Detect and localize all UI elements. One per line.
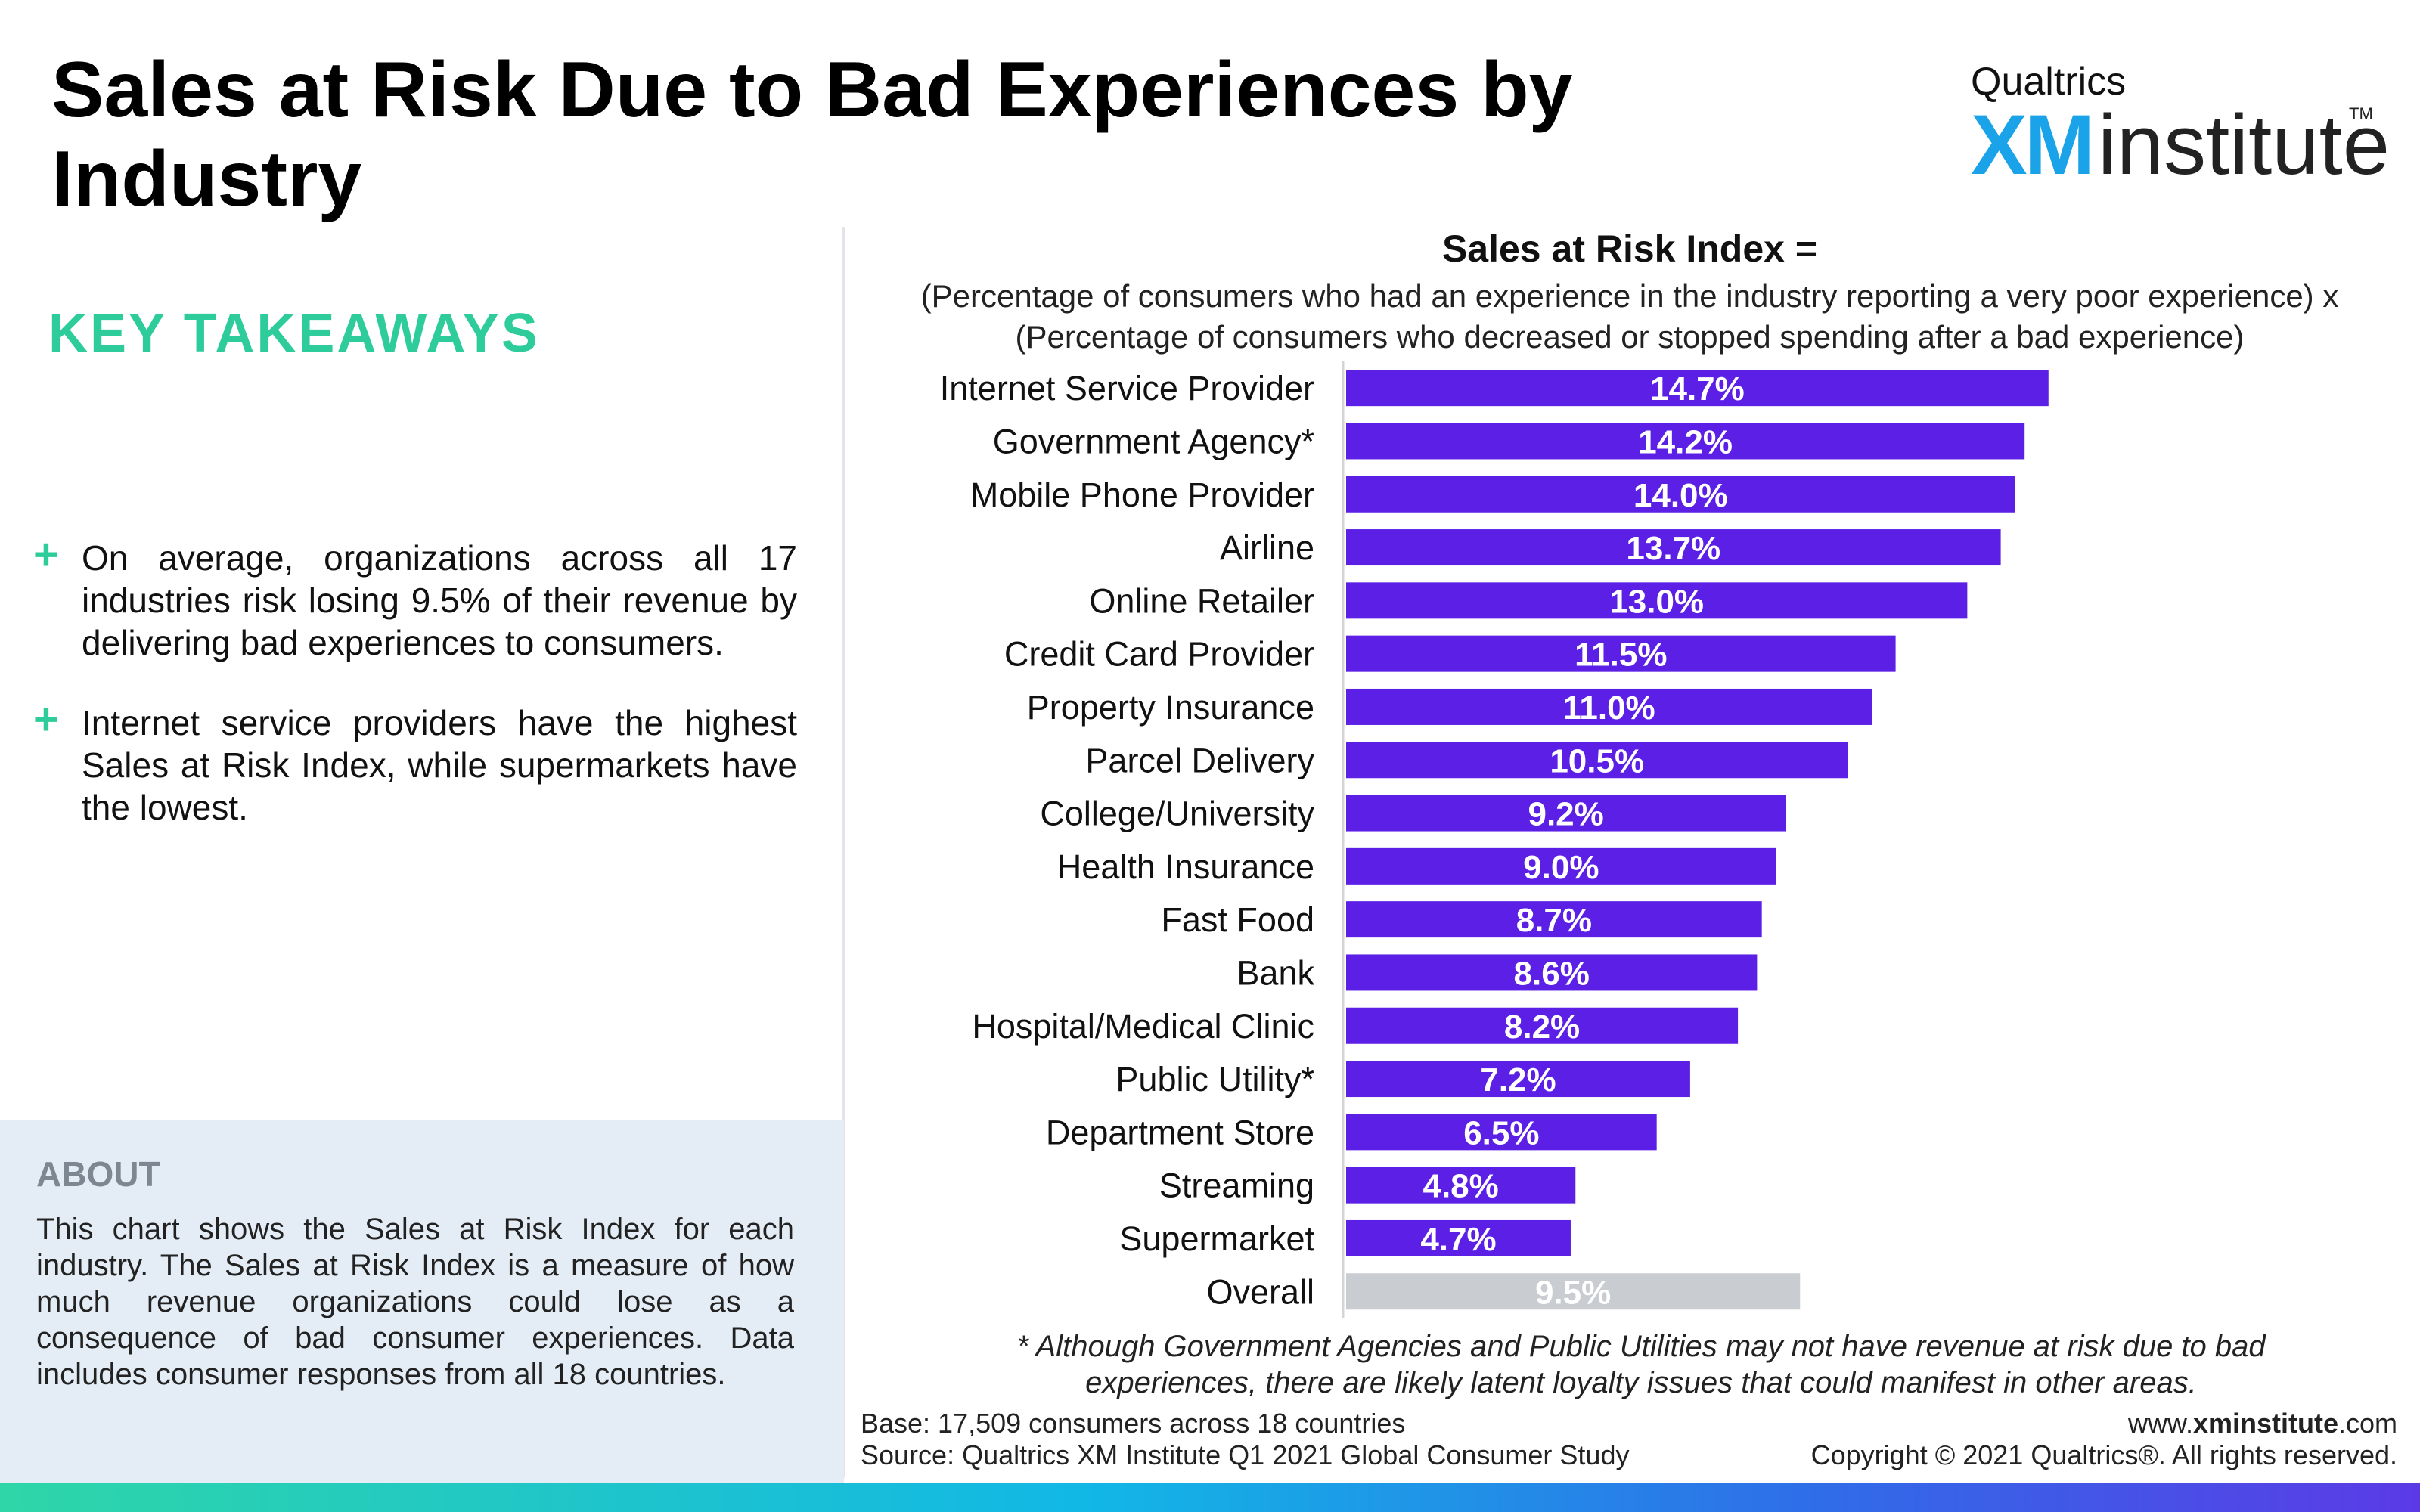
logo-trademark: TM (2349, 104, 2373, 123)
copyright-note: Copyright © 2021 Qualtrics®. All rights … (1810, 1439, 2397, 1470)
industry-bar (1346, 1114, 1657, 1151)
category-label: Fast Food (1161, 900, 1314, 939)
bar-value-label: 6.5% (1463, 1114, 1539, 1151)
source-note: Source: Qualtrics XM Institute Q1 2021 G… (861, 1439, 1630, 1470)
bar-value-label: 14.7% (1650, 370, 1745, 407)
index-formula-title: Sales at Risk Index = (1441, 228, 1818, 270)
bar-value-label: 14.2% (1638, 423, 1733, 460)
category-label: Overall (1206, 1272, 1314, 1311)
bar-value-label: 9.2% (1528, 796, 1603, 833)
category-label: Supermarket (1119, 1219, 1314, 1258)
takeaway-text: On average, organizations across all 17 … (82, 538, 797, 662)
website-prefix: www. (2127, 1408, 2193, 1439)
takeaway-item: + On average, organizations across all 1… (33, 530, 797, 664)
about-text: This chart shows the Sales at Risk Index… (36, 1213, 794, 1391)
logo-institute-text: institute (2098, 98, 2390, 192)
category-label: Streaming (1159, 1167, 1314, 1205)
industry-bar (1346, 795, 1786, 832)
key-takeaways-panel: KEY TAKEAWAYS + On average, organization… (0, 219, 839, 1119)
industry-bar (1346, 635, 1896, 672)
category-label: Mobile Phone Provider (970, 476, 1314, 514)
chart-canvas: Internet Service Provider 14.7% Government… (940, 361, 2049, 1318)
category-label: Credit Card Provider (1004, 635, 1314, 674)
logo-qualtrics-text: Qualtrics (1971, 60, 2127, 104)
bar-value-label: 11.0% (1562, 689, 1655, 727)
plus-icon: + (33, 695, 59, 744)
category-label: Health Insurance (1057, 847, 1314, 886)
takeaways-list: + On average, organizations across all 1… (33, 530, 797, 866)
qualtrics-xm-institute-logo: Qualtrics XMinstitute TM (1971, 59, 2390, 187)
category-label: Online Retailer (1089, 581, 1314, 620)
industry-bar (1346, 742, 1848, 779)
bar-value-label: 9.5% (1535, 1274, 1611, 1311)
sales-at-risk-bar-chart: Internet Service Provider 14.7% Government… (870, 361, 2412, 1329)
website-domain: xminstitute (2192, 1408, 2338, 1439)
bar-value-label: 8.7% (1516, 902, 1592, 939)
footnote-line-1: * Although Government Agencies and Publi… (1016, 1330, 2266, 1363)
bar-value-label: 10.5% (1550, 742, 1644, 779)
industry-bar (1346, 1219, 1571, 1256)
industry-bar (1346, 1007, 1739, 1044)
industry-bar (1346, 1061, 1690, 1098)
category-label: Bank (1236, 953, 1314, 992)
bar-value-label: 8.2% (1504, 1009, 1580, 1046)
industry-bar (1346, 688, 1872, 725)
category-label: Airline (1220, 528, 1314, 567)
bar-value-label: 11.5% (1575, 637, 1667, 674)
takeaway-item: + Internet service providers have the hi… (33, 695, 797, 829)
category-label: Public Utility* (1115, 1060, 1314, 1098)
industry-bar (1346, 1167, 1576, 1204)
bar-value-label: 13.7% (1626, 530, 1720, 567)
industry-bar (1346, 901, 1762, 938)
logo-xm-text: XM (1971, 98, 2095, 192)
website-suffix: .com (2338, 1408, 2397, 1439)
footnote: * Although Government Agencies and Publi… (870, 1328, 2412, 1401)
page-title: Sales at Risk Due to Bad Experiences by … (51, 46, 1573, 223)
industry-bar (1346, 582, 1968, 619)
panel-divider (842, 227, 845, 1478)
website-link[interactable]: www.xminstitute.com (2128, 1408, 2397, 1439)
industry-bar (1346, 370, 2049, 407)
category-label: Property Insurance (1027, 688, 1314, 727)
category-label: Government Agency* (993, 422, 1314, 460)
industry-bar (1346, 847, 1776, 885)
category-label: Department Store (1046, 1113, 1314, 1151)
bar-value-label: 7.2% (1480, 1061, 1556, 1098)
bar-value-label: 9.0% (1523, 849, 1599, 886)
industry-bar (1346, 529, 2001, 566)
bar-value-label: 8.6% (1514, 955, 1590, 992)
industry-bar (1346, 423, 2025, 460)
base-note: Base: 17,509 consumers across 18 countri… (861, 1408, 1406, 1439)
bar-value-label: 4.8% (1423, 1168, 1498, 1205)
takeaway-text: Internet service providers have the high… (82, 703, 797, 827)
index-formula-line-2: (Percentage of consumers who decreased o… (1015, 319, 2245, 355)
about-heading: ABOUT (36, 1154, 160, 1194)
key-takeaways-heading: KEY TAKEAWAYS (48, 303, 540, 364)
bar-value-label: 14.0% (1634, 477, 1728, 514)
index-formula-line-1: (Percentage of consumers who had an expe… (920, 278, 2339, 314)
plus-icon: + (33, 530, 59, 579)
category-label: Internet Service Provider (940, 369, 1314, 407)
category-label: Parcel Delivery (1085, 741, 1314, 779)
bar-value-label: 13.0% (1609, 583, 1704, 620)
overall-bar (1346, 1273, 1801, 1310)
category-label: College/University (1040, 795, 1314, 833)
logo-wordmark: XMinstitute (1971, 103, 2390, 187)
footnote-line-2: experiences, there are likely latent loy… (1085, 1366, 2197, 1399)
industry-bar (1346, 954, 1758, 991)
category-label: Hospital/Medical Clinic (972, 1007, 1314, 1046)
industry-bar (1346, 476, 2015, 513)
about-panel: ABOUT This chart shows the Sales at Risk… (0, 1120, 844, 1483)
bar-value-label: 4.7% (1420, 1221, 1496, 1258)
brand-gradient-bar (0, 1483, 2420, 1512)
